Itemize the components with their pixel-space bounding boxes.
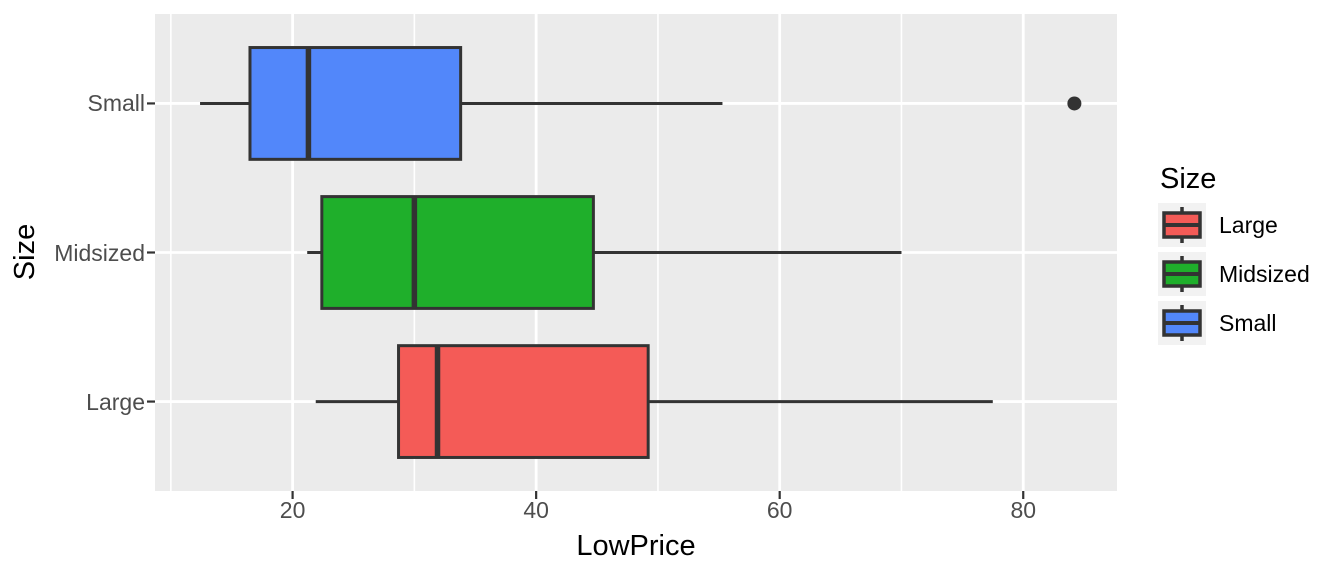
iqr-box <box>248 46 463 161</box>
legend-key-swatch <box>1158 252 1206 296</box>
legend: Size Large Midsized Small <box>1158 163 1310 350</box>
legend-key-swatch <box>1158 301 1206 345</box>
boxplot-large <box>315 344 993 459</box>
boxplot-glyph-icon <box>1162 256 1202 292</box>
legend-label: Large <box>1219 212 1278 238</box>
legend-key-swatch <box>1158 203 1206 247</box>
legend-label: Small <box>1219 310 1277 336</box>
legend-title: Size <box>1160 163 1217 195</box>
boxplot-glyph-icon <box>1162 207 1202 243</box>
legend-entry-midsized: Midsized <box>1158 252 1310 296</box>
x-axis-title: LowPrice <box>576 530 696 562</box>
boxplot-midsized <box>307 195 902 310</box>
iqr-box <box>320 195 595 310</box>
legend-keys: Large Midsized Small <box>1158 203 1310 345</box>
y-axis-title: Size <box>9 223 42 281</box>
outlier-point <box>1067 96 1082 111</box>
x-tick-label-40: 40 <box>523 497 549 523</box>
x-tick-label-80: 80 <box>1010 497 1037 523</box>
legend-entry-small: Small <box>1158 301 1310 345</box>
legend-entry-large: Large <box>1158 203 1310 247</box>
y-tick-label-midsized: Midsized <box>54 239 145 266</box>
boxplot-glyph-icon <box>1162 305 1202 341</box>
y-tick-label-large: Large <box>86 388 145 415</box>
x-tick-label-60: 60 <box>766 497 793 523</box>
y-tick-label-small: Small <box>87 90 145 117</box>
legend-label: Midsized <box>1219 261 1310 287</box>
x-tick-label-20: 20 <box>279 497 306 523</box>
boxplot-small <box>200 46 1082 161</box>
